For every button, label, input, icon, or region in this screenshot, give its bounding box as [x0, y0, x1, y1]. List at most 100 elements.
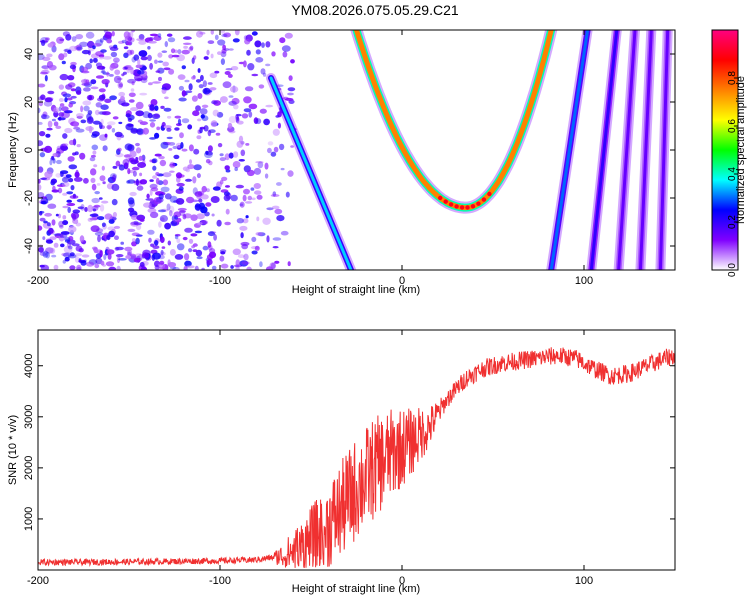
noise-blob [61, 176, 70, 183]
noise-blob [225, 208, 230, 215]
noise-blob [85, 126, 94, 132]
noise-blob [40, 94, 46, 100]
noise-blob [149, 33, 159, 37]
noise-blob [99, 250, 103, 258]
noise-blob [262, 217, 271, 225]
noise-blob [113, 75, 122, 84]
noise-blob [111, 183, 120, 191]
x-tick-label: -100 [209, 575, 231, 587]
noise-blob [142, 111, 151, 119]
noise-blob [102, 72, 110, 75]
noise-blob [199, 31, 206, 35]
noise-blob [272, 237, 282, 241]
noise-blob [167, 115, 172, 119]
noise-blob [169, 249, 176, 256]
noise-blob [276, 215, 285, 222]
noise-blob [206, 49, 210, 56]
noise-blob [152, 175, 157, 179]
noise-blob [185, 178, 192, 182]
noise-blob [87, 116, 94, 123]
noise-blob [220, 51, 227, 58]
snr-x-label: Height of straight line (km) [292, 583, 420, 595]
noise-blob [266, 207, 274, 211]
noise-blob [162, 61, 169, 67]
steep-line-1-core [549, 30, 590, 270]
noise-blob [219, 179, 224, 185]
noise-blob [174, 49, 178, 54]
noise-blob [149, 179, 154, 182]
noise-blob [164, 96, 169, 100]
noise-blob [90, 177, 96, 183]
noise-blob [207, 40, 215, 44]
parabola-hotspot [438, 195, 443, 201]
snr-frame [37, 329, 676, 571]
noise-blob [112, 116, 119, 120]
noise-blob [181, 49, 190, 55]
colorbar-tick-label: 0.4 [727, 167, 738, 181]
noise-blob [177, 118, 182, 125]
noise-blob [261, 42, 265, 48]
noise-blob [51, 155, 55, 161]
noise-blob [125, 65, 132, 68]
noise-blob [53, 121, 59, 127]
noise-blob [224, 153, 230, 161]
noise-blob [66, 97, 73, 101]
noise-blob [219, 153, 224, 157]
noise-blob [189, 159, 192, 165]
noise-blob [247, 62, 255, 71]
noise-blob [273, 146, 279, 153]
noise-blob [184, 79, 190, 83]
heatmap-y-label: Frequency (Hz) [7, 112, 19, 188]
noise-blob [180, 142, 184, 149]
noise-blob [81, 254, 90, 258]
noise-blob [125, 123, 134, 131]
noise-blob [98, 88, 106, 93]
noise-blob [202, 245, 209, 251]
noise-blob [234, 167, 238, 172]
noise-blob [102, 56, 112, 60]
noise-blob [167, 37, 176, 43]
noise-blob [146, 193, 150, 199]
noise-blob [75, 128, 85, 133]
noise-blob [58, 84, 65, 90]
snr-content [38, 347, 675, 569]
noise-blob [61, 252, 70, 257]
noise-blob [194, 230, 203, 234]
noise-blob [139, 261, 145, 268]
noise-blob [64, 127, 73, 134]
noise-blob [81, 49, 90, 55]
noise-blob [63, 252, 72, 258]
noise-blob [40, 39, 46, 47]
noise-blob [99, 56, 104, 60]
noise-blob [190, 214, 198, 221]
noise-blob [223, 194, 231, 202]
noise-blob [248, 111, 253, 118]
noise-blob [130, 159, 138, 165]
noise-blob [211, 265, 217, 270]
noise-blob [178, 186, 184, 191]
noise-blob [128, 31, 134, 38]
noise-blob [90, 53, 100, 59]
noise-blob [133, 257, 141, 263]
noise-blob [107, 226, 116, 231]
noise-blob [157, 60, 164, 63]
noise-blob [236, 120, 244, 125]
noise-blob [74, 151, 79, 156]
noise-blob [216, 111, 224, 118]
noise-blob [214, 70, 220, 74]
steep-line-5-core [658, 30, 670, 270]
noise-blob [73, 126, 81, 130]
noise-blob [174, 115, 182, 119]
noise-blob [222, 81, 232, 89]
noise-blob [39, 71, 49, 75]
noise-blob [41, 65, 49, 69]
noise-blob [196, 30, 203, 38]
noise-blob [199, 108, 208, 115]
noise-blob [60, 231, 70, 235]
noise-blob [251, 73, 259, 77]
noise-blob [156, 126, 161, 131]
noise-blob [228, 152, 234, 159]
noise-blob [45, 239, 54, 244]
noise-blob [147, 46, 151, 50]
noise-blob [94, 109, 100, 116]
